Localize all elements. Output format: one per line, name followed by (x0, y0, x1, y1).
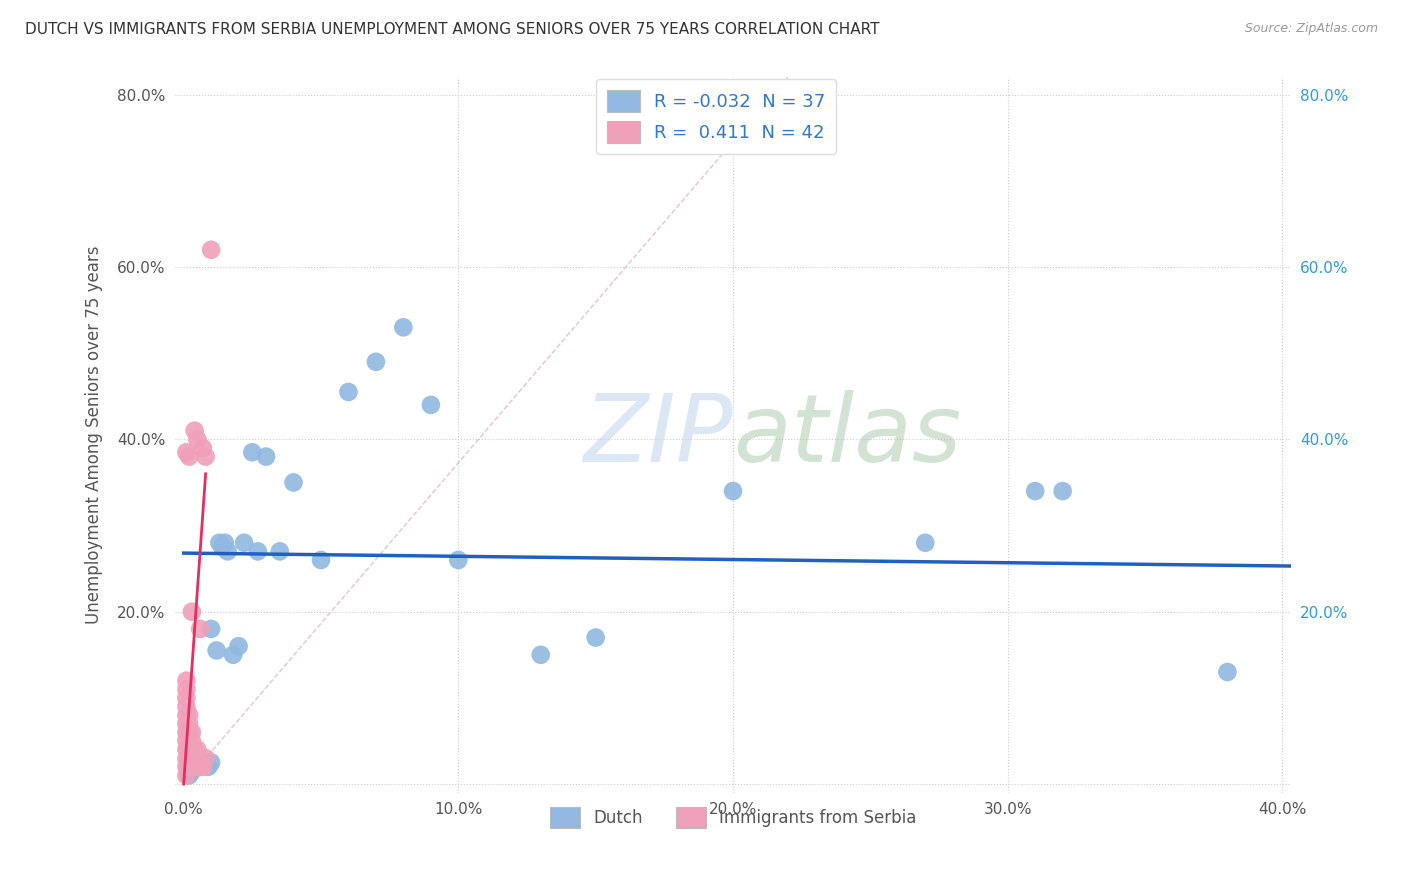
Point (585, 631, 607, 645)
Point (186, 760, 208, 774)
Point (176, 734, 198, 748)
Point (246, 544, 269, 558)
Legend: Dutch, Immigrants from Serbia: Dutch, Immigrants from Serbia (543, 801, 924, 834)
Point (194, 756, 217, 770)
Point (183, 751, 205, 765)
Point (233, 535, 256, 549)
Point (179, 450, 201, 464)
Point (191, 756, 214, 770)
Text: ZIP: ZIP (583, 390, 733, 481)
Point (180, 725, 202, 739)
Point (269, 544, 291, 558)
Point (188, 760, 211, 774)
Point (188, 760, 211, 774)
Point (447, 553, 470, 567)
Point (176, 716, 198, 731)
Point (176, 682, 198, 697)
Point (186, 756, 208, 770)
Point (214, 535, 236, 549)
Point (197, 760, 219, 774)
Point (217, 544, 239, 558)
Point (530, 648, 553, 662)
Point (179, 708, 201, 723)
Point (183, 424, 205, 438)
Point (179, 751, 201, 765)
Point (176, 742, 198, 756)
Point (222, 648, 245, 662)
Text: DUTCH VS IMMIGRANTS FROM SERBIA UNEMPLOYMENT AMONG SENIORS OVER 75 YEARS CORRELA: DUTCH VS IMMIGRANTS FROM SERBIA UNEMPLOY… (25, 22, 880, 37)
Point (200, 622, 222, 636)
Point (188, 622, 211, 636)
Point (419, 398, 441, 412)
Point (191, 760, 214, 774)
Point (179, 725, 201, 739)
Point (176, 760, 198, 774)
Point (180, 605, 202, 619)
Point (283, 475, 305, 490)
Point (186, 433, 208, 447)
Point (194, 450, 217, 464)
Point (179, 760, 201, 774)
Point (1052, 484, 1074, 499)
Point (183, 760, 205, 774)
Point (180, 742, 202, 756)
Point (176, 708, 198, 723)
Point (180, 760, 202, 774)
Point (364, 355, 387, 369)
Text: Source: ZipAtlas.com: Source: ZipAtlas.com (1244, 22, 1378, 36)
Point (183, 742, 205, 756)
Point (176, 725, 198, 739)
Point (180, 764, 202, 778)
Point (254, 450, 277, 464)
Point (392, 320, 415, 334)
Point (176, 690, 198, 705)
Point (179, 768, 201, 782)
Point (176, 445, 198, 459)
Point (186, 760, 208, 774)
Point (186, 751, 208, 765)
Point (309, 553, 332, 567)
Point (191, 441, 214, 455)
Point (179, 742, 201, 756)
Point (914, 535, 936, 549)
Point (183, 760, 205, 774)
Point (176, 768, 198, 782)
Point (176, 699, 198, 714)
Point (1216, 665, 1239, 679)
Point (200, 756, 222, 770)
Point (721, 484, 744, 499)
Point (240, 445, 263, 459)
Point (176, 751, 198, 765)
Point (205, 643, 228, 657)
Point (1024, 484, 1046, 499)
Point (194, 751, 217, 765)
Point (179, 734, 201, 748)
Point (180, 734, 202, 748)
Point (208, 535, 231, 549)
Point (176, 673, 198, 688)
Point (228, 639, 250, 653)
Point (211, 540, 233, 554)
Point (179, 716, 201, 731)
Text: atlas: atlas (733, 390, 962, 481)
Y-axis label: Unemployment Among Seniors over 75 years: Unemployment Among Seniors over 75 years (86, 246, 103, 624)
Point (186, 742, 208, 756)
Point (337, 384, 360, 399)
Point (180, 751, 202, 765)
Point (200, 243, 222, 257)
